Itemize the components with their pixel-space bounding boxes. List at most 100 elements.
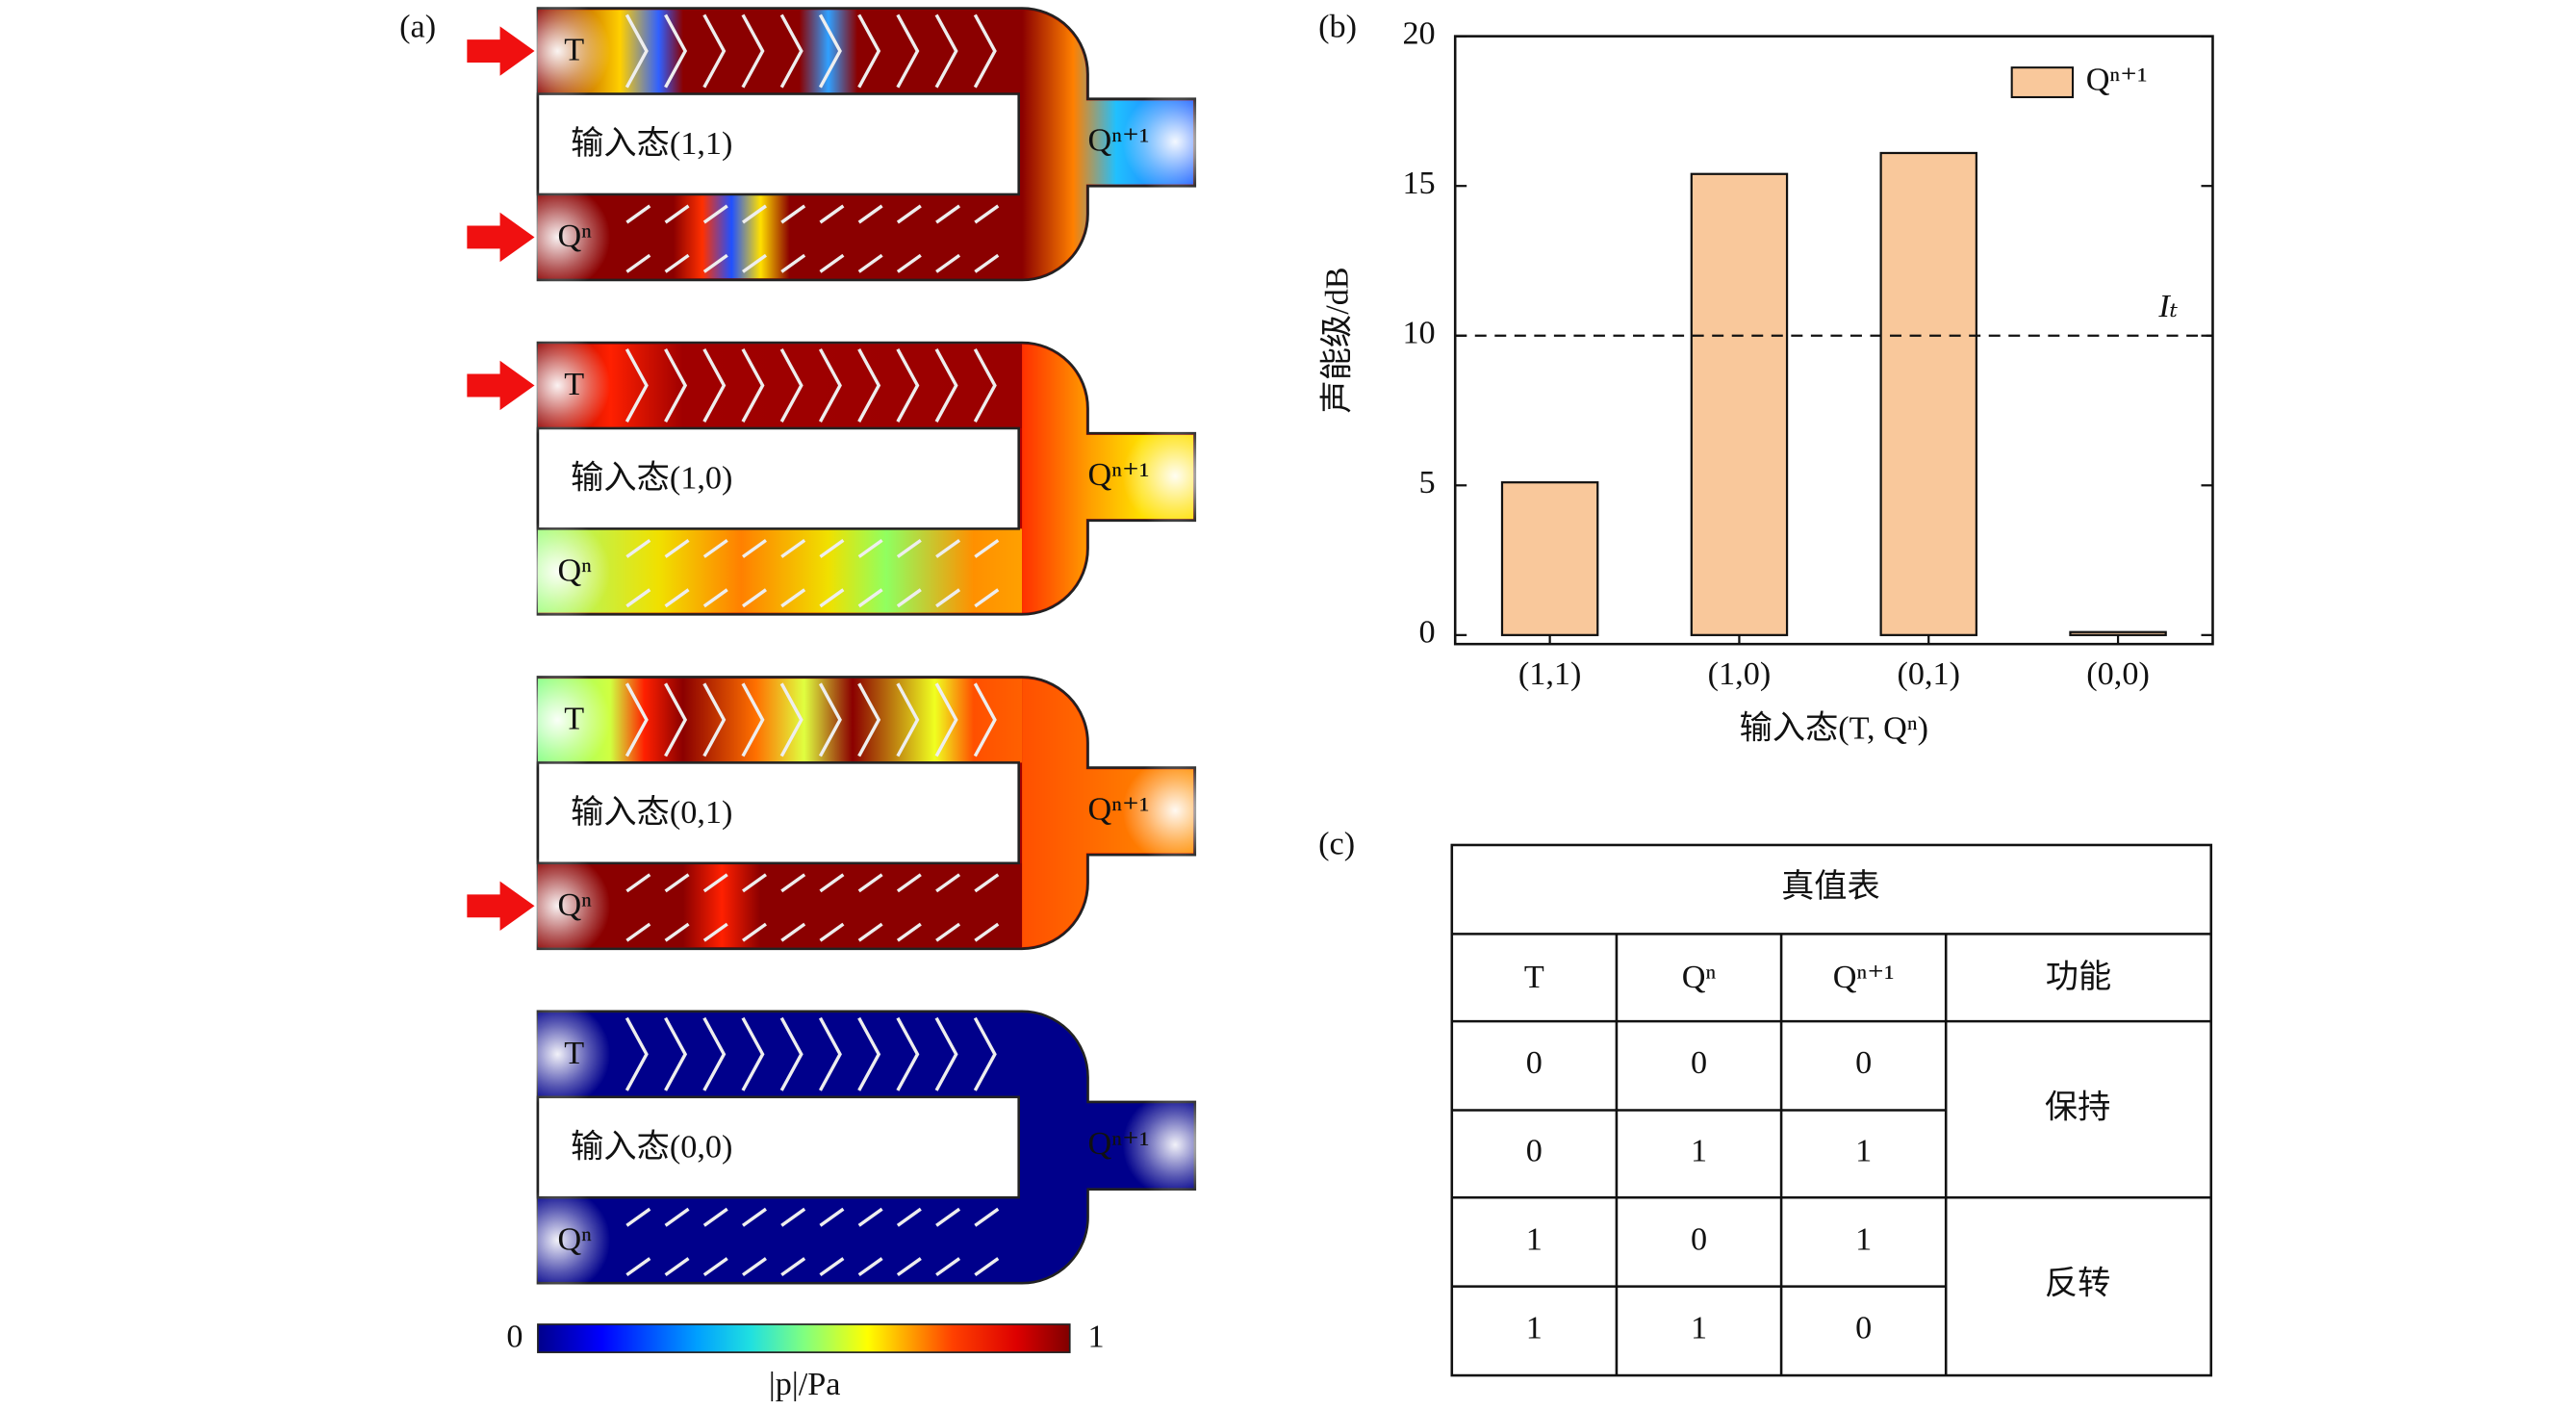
port-label: Qⁿ	[557, 1221, 592, 1257]
y-tick-label: 10	[1402, 316, 1435, 351]
baffle	[819, 922, 845, 942]
panel-label: (c)	[1318, 827, 1355, 862]
y-tick-label: 20	[1402, 16, 1435, 52]
table-cell: 1	[1526, 1221, 1543, 1257]
input-arrow	[467, 212, 535, 263]
table-title: 真值表	[1781, 868, 1880, 905]
port-label: Qⁿ⁺¹	[1088, 792, 1150, 828]
table-cell: 0	[1855, 1311, 1872, 1346]
y-tick-label: 15	[1402, 166, 1435, 201]
core-block	[536, 426, 1020, 530]
baffle	[974, 204, 1000, 224]
baffle	[935, 873, 961, 893]
state-label: 输入态(1,0)	[571, 460, 732, 497]
port-glow	[1122, 89, 1229, 194]
baffle	[819, 253, 845, 273]
output-region	[1022, 1013, 1194, 1282]
baffle	[742, 538, 767, 558]
table-cell: 0	[1691, 1221, 1707, 1257]
baffle	[702, 13, 727, 89]
baffle	[896, 1257, 922, 1277]
legend-swatch	[2010, 66, 2075, 99]
baffle	[625, 922, 651, 942]
baffle	[974, 253, 1000, 273]
baffle	[973, 348, 997, 423]
baffle	[973, 682, 997, 757]
baffle	[819, 873, 845, 893]
baffle	[857, 13, 881, 89]
top-channel	[537, 679, 1023, 763]
core-block	[536, 1095, 1020, 1199]
baffle	[934, 13, 958, 89]
baffle	[625, 348, 649, 423]
core-block	[536, 92, 1020, 196]
port-glow	[504, 0, 611, 104]
port-glow	[1122, 1091, 1229, 1198]
baffle	[664, 1257, 690, 1277]
bottom-channel	[537, 862, 1023, 948]
baffle	[780, 922, 806, 942]
table-header: Qⁿ⁺¹	[1833, 960, 1895, 995]
baffle	[625, 253, 651, 273]
baffle	[935, 204, 961, 224]
top-channel	[537, 10, 1023, 94]
output-region	[1022, 10, 1194, 279]
baffle	[742, 588, 767, 608]
baffle	[974, 873, 1000, 893]
table-function: 反转	[2045, 1266, 2110, 1302]
panel-label: (b)	[1318, 10, 1357, 45]
input-arrow	[467, 360, 535, 411]
baffle	[780, 588, 806, 608]
port-glow	[504, 667, 611, 773]
baffle	[780, 1257, 806, 1277]
baffle	[934, 348, 958, 423]
baffle	[857, 253, 883, 273]
x-tick-label: (1,1)	[1518, 656, 1582, 692]
baffle	[664, 873, 690, 893]
baffle	[896, 13, 920, 89]
baffle	[818, 348, 842, 423]
port-label: T	[564, 1036, 584, 1071]
table-header: T	[1524, 960, 1544, 995]
table-cell: 1	[1855, 1134, 1872, 1169]
baffle	[896, 348, 920, 423]
threshold-label: Iₜ	[2157, 289, 2178, 324]
x-tick-label: (0,1)	[1897, 656, 1960, 692]
port-glow	[504, 184, 611, 291]
baffle	[625, 13, 649, 89]
baffle	[857, 1016, 881, 1091]
baffle	[742, 1257, 767, 1277]
baffle	[896, 873, 922, 893]
baffle	[780, 253, 806, 273]
port-glow	[504, 1187, 611, 1294]
baffle	[780, 1207, 806, 1227]
port-glow	[504, 519, 611, 625]
state-label: 输入态(1,1)	[571, 125, 732, 162]
baffle	[664, 922, 690, 942]
y-axis-label: 声能级/dB	[1318, 267, 1355, 413]
baffle	[819, 588, 845, 608]
baffle	[974, 922, 1000, 942]
baffle	[664, 13, 688, 89]
baffle	[702, 204, 728, 224]
baffle	[625, 538, 651, 558]
baffle	[625, 873, 651, 893]
baffle	[664, 588, 690, 608]
baffle	[935, 253, 961, 273]
port-glow	[1122, 757, 1229, 863]
baffle	[896, 588, 922, 608]
table-cell: 0	[1526, 1045, 1543, 1081]
table-header: 功能	[2046, 959, 2111, 995]
panel-label: (a)	[399, 10, 436, 45]
baffle	[780, 873, 806, 893]
baffle	[702, 538, 728, 558]
top-channel	[537, 1013, 1023, 1097]
baffle	[741, 1016, 765, 1091]
baffle	[974, 588, 1000, 608]
baffle	[702, 1016, 727, 1091]
baffle	[973, 1016, 997, 1091]
baffle	[934, 1016, 958, 1091]
port-label: T	[564, 701, 584, 736]
port-label: Qⁿ	[557, 552, 592, 588]
port-label: Qⁿ	[557, 218, 592, 254]
